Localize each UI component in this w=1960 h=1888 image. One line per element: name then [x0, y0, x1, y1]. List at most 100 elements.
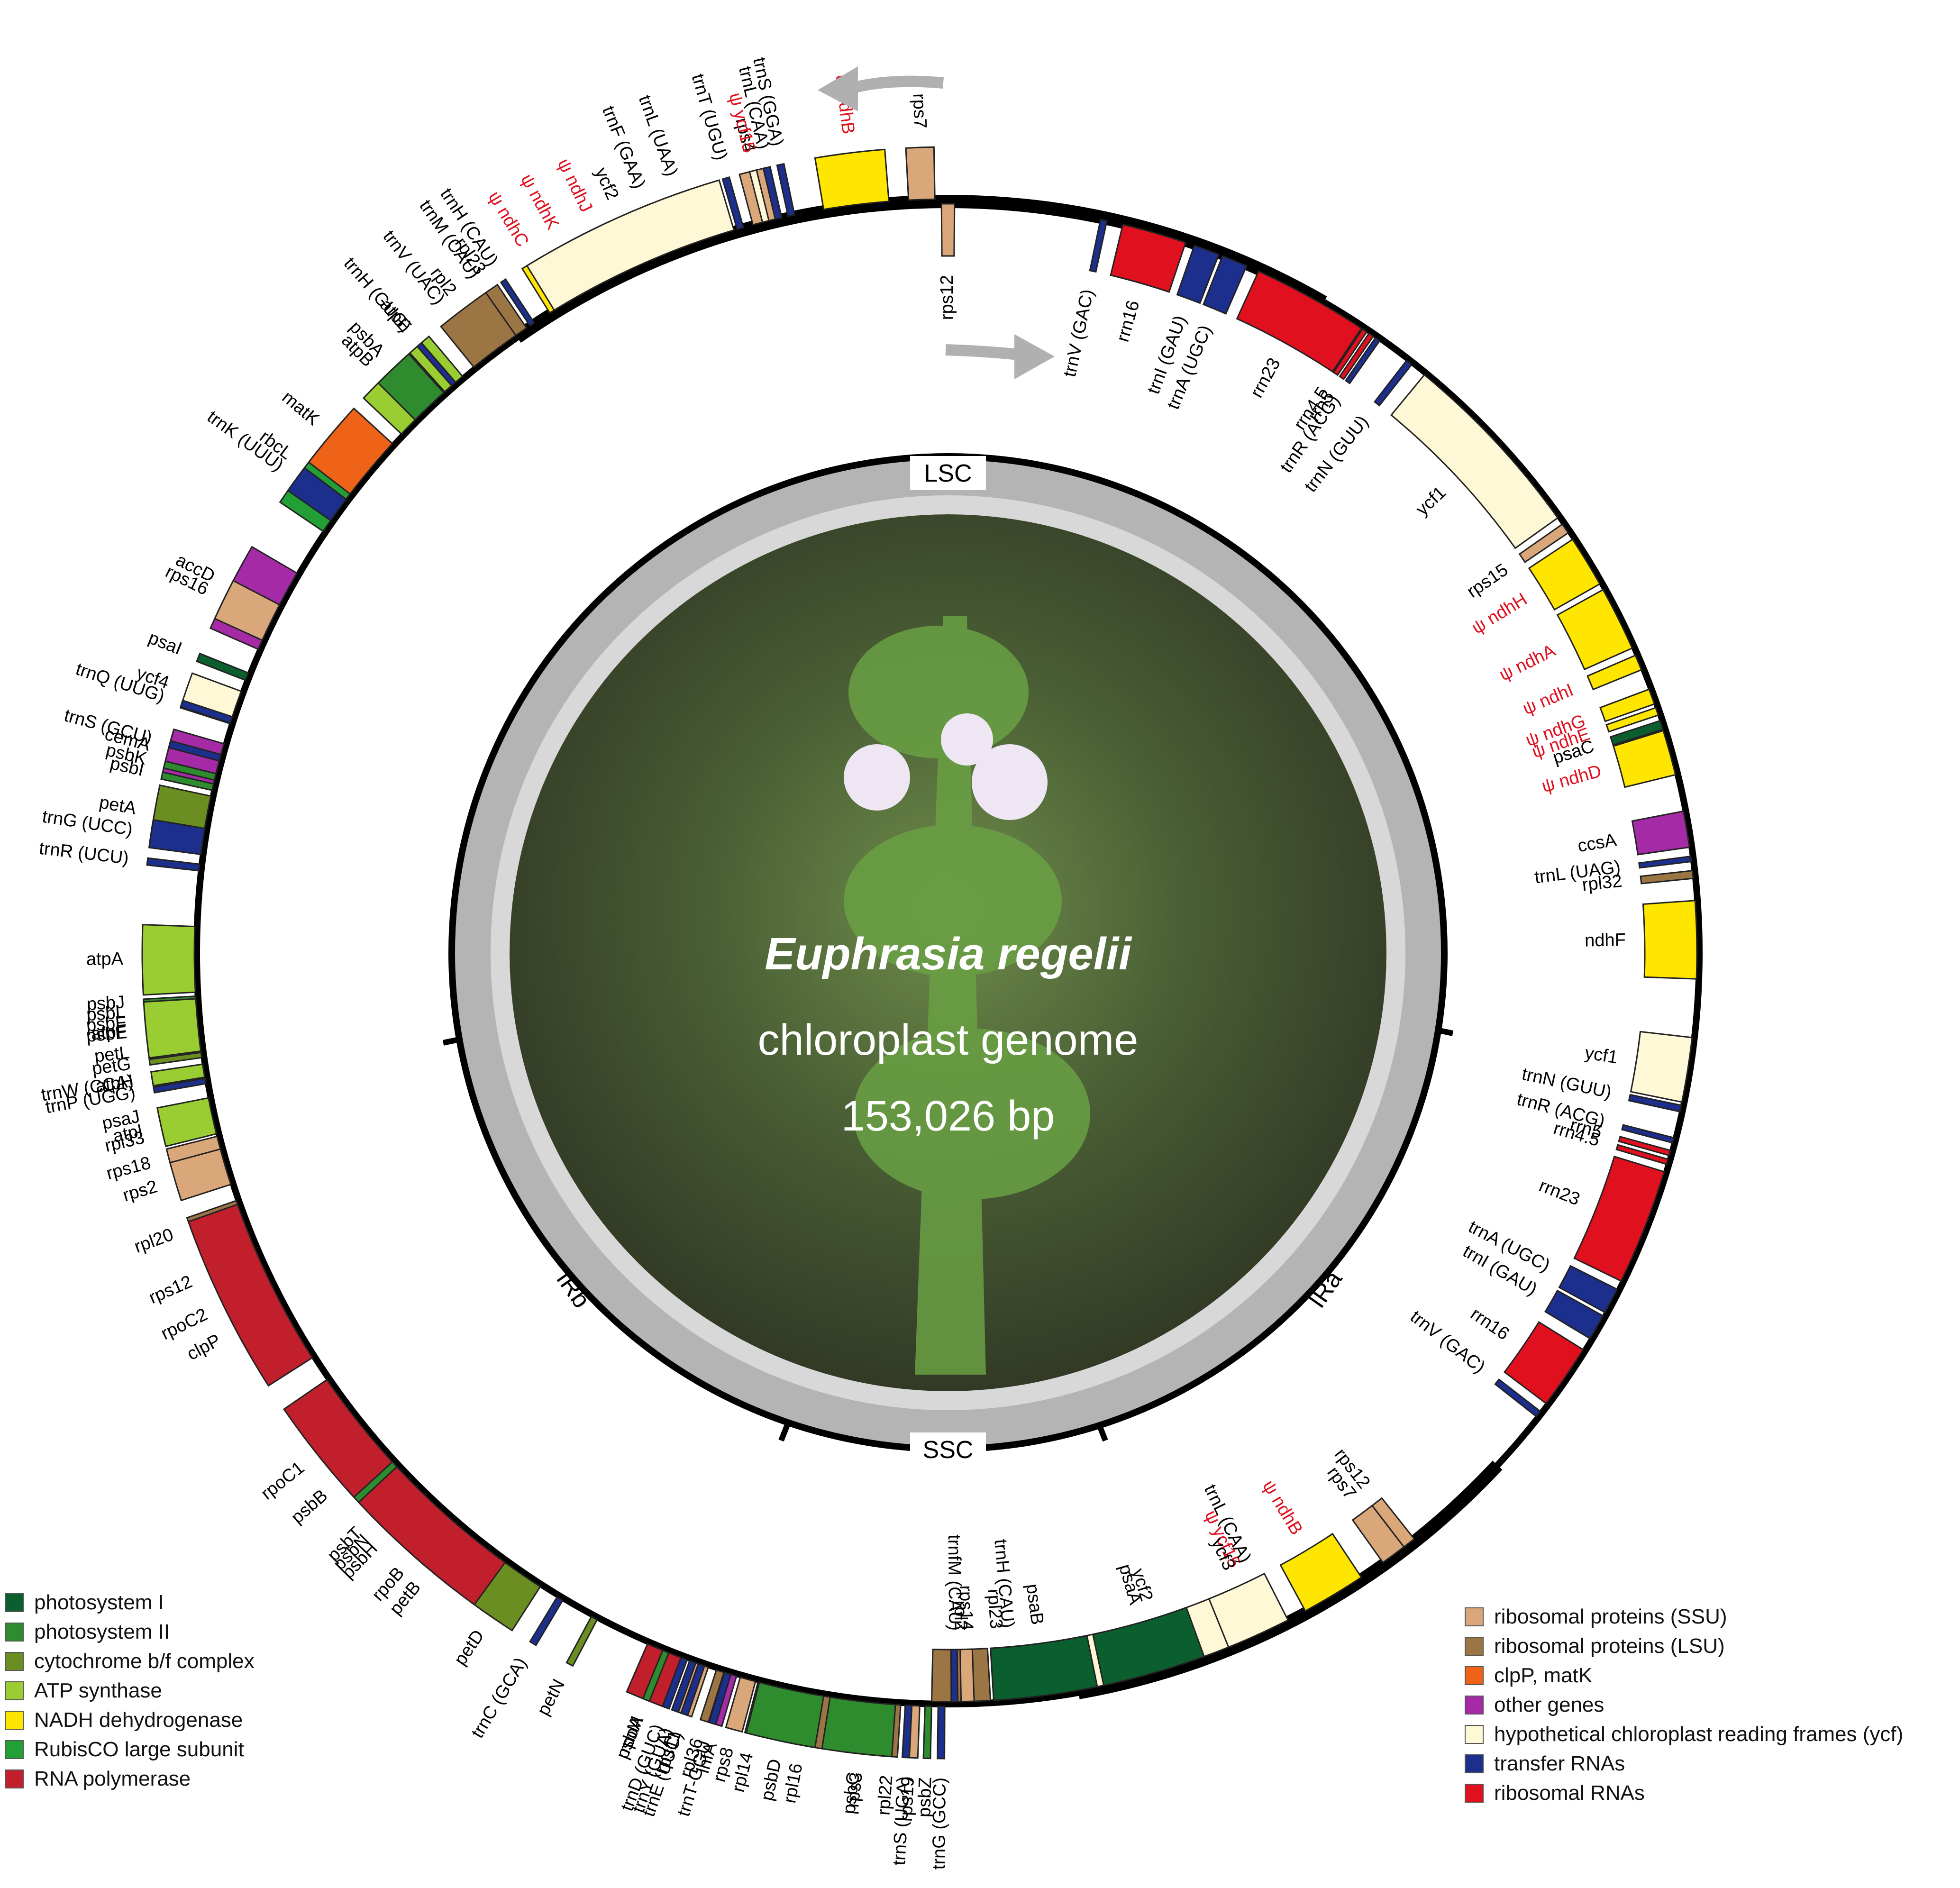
- gene-label: ψ ndhC: [484, 188, 532, 251]
- species-name: Euphrasia regelii: [765, 929, 1132, 979]
- legend-swatch: [5, 1740, 24, 1759]
- gene-label: rpl23: [984, 1588, 1006, 1630]
- gene-psaa: psaA: [1092, 1562, 1205, 1687]
- gene-label: psbB: [287, 1486, 331, 1528]
- gene-label: ψ ndhD: [1540, 761, 1604, 797]
- gene-label: rps7: [909, 93, 930, 128]
- arrowhead-right: [1014, 334, 1055, 379]
- gene-label: trnC (GCA): [467, 1654, 531, 1742]
- gene-label: ψ ndhI: [1520, 680, 1576, 719]
- gene-label: petA: [98, 793, 138, 819]
- gene-rrn4-5: rrn4.5: [1551, 1118, 1669, 1165]
- gene-label: atpF: [90, 1021, 128, 1044]
- clockwise-arrow: [945, 344, 1020, 360]
- gene-label: psbC: [839, 1771, 864, 1815]
- gene-label: rps12: [937, 275, 957, 320]
- gene-block: [1202, 255, 1248, 315]
- gene-block: [1628, 1094, 1682, 1113]
- legend-swatch: [5, 1593, 24, 1612]
- gene-rpl32: rpl32: [1581, 869, 1694, 895]
- gene-block: [1089, 219, 1108, 273]
- gene-label: rrn23: [1247, 355, 1285, 401]
- gene-block: [745, 1681, 825, 1749]
- gene-block: [143, 998, 202, 1059]
- gene-block: [1618, 1136, 1671, 1157]
- gene-psbz: psbZ: [914, 1705, 935, 1817]
- gene-block: [416, 341, 457, 387]
- gene-block: [642, 1649, 670, 1702]
- arrowhead-left: [818, 66, 858, 111]
- gene-label: rpoC1: [257, 1458, 308, 1504]
- gene-block: [1344, 337, 1381, 384]
- gene-label: trnS (UGA): [889, 1776, 914, 1866]
- gene-block: [1176, 244, 1220, 304]
- gene-label: ycf2: [591, 164, 623, 203]
- gene-block: [1621, 1124, 1675, 1144]
- legend-item: photosystem I: [5, 1588, 255, 1617]
- gc-inner-ring: [491, 495, 1405, 1410]
- gene-label: ccsA: [1576, 830, 1618, 856]
- gene-block: [905, 146, 936, 201]
- gene-label: petL: [93, 1042, 131, 1067]
- gene-rps14: rps14: [956, 1585, 976, 1703]
- gene-label: rrn16: [1467, 1304, 1513, 1344]
- gene-block: [821, 1696, 896, 1758]
- gene-label: trnT (UGU): [688, 72, 731, 163]
- genome-length: 153,026 bp: [841, 1093, 1055, 1140]
- gene-label: ψ ndhB: [1258, 1477, 1306, 1539]
- gene-atpa: atpA: [86, 924, 196, 996]
- gene-block: [671, 1660, 697, 1713]
- legend-label: ATP synthase: [34, 1679, 162, 1702]
- gene-block: [283, 1378, 393, 1498]
- genome-subtitle: chloroplast genome: [758, 1016, 1139, 1064]
- legend-label: cytochrome b/f complex: [34, 1650, 255, 1673]
- gene-block: [1573, 1155, 1665, 1282]
- gene-block: [150, 1063, 206, 1087]
- legend-label: transfer RNAs: [1494, 1752, 1625, 1775]
- gene-rrn23: rrn23: [1536, 1155, 1665, 1282]
- legend-right: ribosomal proteins (SSU) ribosomal protei…: [1465, 1602, 1903, 1808]
- gene-block: [357, 1466, 506, 1606]
- gene-label: trnR (UCU): [38, 839, 130, 868]
- gene-label: rps15: [1463, 560, 1512, 602]
- gene-block: [1609, 720, 1664, 746]
- legend-item: cytochrome b/f complex: [5, 1647, 255, 1676]
- gene-block: [377, 353, 445, 421]
- legend-left: photosystem I photosystem II cytochrome b/…: [5, 1588, 255, 1794]
- gene-block: [500, 278, 536, 327]
- legend-label: ribosomal proteins (SSU): [1494, 1605, 1727, 1628]
- gene-rps7: rps7: [905, 93, 936, 201]
- gene-label: ndhF: [1585, 930, 1626, 951]
- gene-block: [526, 179, 735, 311]
- legend-label: clpP, matK: [1494, 1664, 1593, 1687]
- legend-item: other genes: [1465, 1690, 1903, 1720]
- gene-block: [1558, 1265, 1618, 1313]
- gene-block: [196, 652, 249, 681]
- gene-label: ycf1: [1584, 1043, 1619, 1067]
- legend-swatch: [5, 1681, 24, 1700]
- gene-block: [1339, 332, 1375, 381]
- gene-block: [1390, 374, 1559, 549]
- gene-block: [180, 699, 233, 724]
- gene-block: [1494, 1378, 1541, 1418]
- legend-label: RubisCO large subunit: [34, 1738, 244, 1761]
- gene-label: psbJ: [86, 992, 126, 1014]
- legend-label: ribosomal RNAs: [1494, 1781, 1645, 1805]
- gene-label: ψ ndhA: [1496, 640, 1559, 685]
- gene-label: trnQ (UUG): [73, 659, 167, 706]
- gene-rpob: rpoB: [357, 1466, 506, 1606]
- gene-block: [1630, 1031, 1693, 1103]
- legend-item: clpP, matK: [1465, 1661, 1903, 1690]
- legend-item: ribosomal proteins (SSU): [1465, 1602, 1903, 1632]
- gene-label: psbL: [86, 1003, 126, 1025]
- legend-swatch: [1465, 1607, 1484, 1626]
- gene-block: [721, 176, 745, 230]
- gene-block: [1640, 869, 1694, 885]
- gene-block: [1208, 1572, 1289, 1648]
- gene-label: trnG (GCC): [929, 1778, 950, 1870]
- gene-label: psbF: [85, 1012, 127, 1036]
- plant-stem: [844, 616, 1090, 1375]
- counterclockwise-arrow: [852, 75, 944, 93]
- gene-label: psaI: [146, 628, 184, 659]
